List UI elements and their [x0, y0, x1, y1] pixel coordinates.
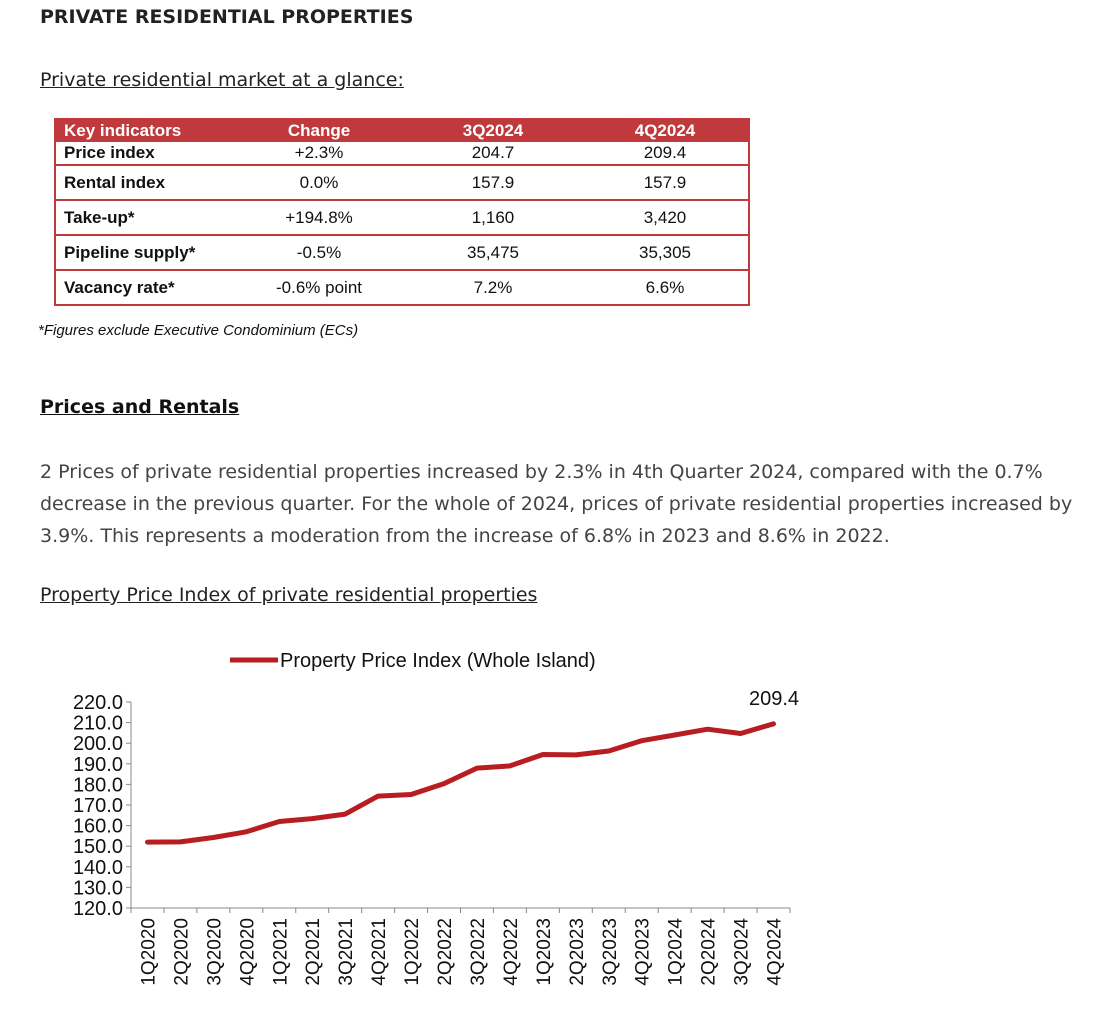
q3-cell: 157.9 [404, 165, 582, 201]
x-tick-label: 2Q2022 [435, 918, 456, 986]
data-point [409, 792, 414, 797]
q4-cell: 6.6% [582, 270, 749, 306]
data-point [705, 727, 710, 732]
x-tick-label: 4Q2022 [501, 918, 522, 986]
header-change: Change [234, 119, 404, 142]
q4-cell: 157.9 [582, 165, 749, 201]
end-value-label: 209.4 [749, 688, 799, 710]
x-tick-label: 3Q2024 [732, 918, 753, 986]
x-tick-label: 3Q2023 [600, 918, 621, 986]
x-tick-label: 4Q2020 [237, 918, 258, 986]
q3-cell: 7.2% [404, 270, 582, 306]
table-row: Take-up* +194.8% 1,160 3,420 [55, 200, 749, 236]
market-glance-title: Private residential market at a glance: [40, 69, 404, 91]
data-point [672, 732, 677, 737]
data-point [540, 752, 545, 757]
x-tick-label: 4Q2021 [369, 918, 390, 986]
series-line [145, 721, 776, 845]
data-point [507, 763, 512, 768]
page-heading: PRIVATE RESIDENTIAL PROPERTIES [40, 6, 414, 28]
q3-cell: 204.7 [404, 142, 582, 166]
y-axis: 220.0210.0200.0190.0180.0170.0160.0150.0… [73, 692, 132, 920]
q4-cell: 3,420 [582, 200, 749, 236]
y-tick-label: 120.0 [73, 898, 123, 920]
change-cell: -0.6% point [234, 270, 404, 306]
y-tick-label: 210.0 [73, 713, 123, 735]
data-point [738, 731, 743, 736]
y-tick-label: 160.0 [73, 816, 123, 838]
data-point [178, 839, 183, 844]
indicator-cell: Take-up* [55, 200, 234, 236]
x-tick-label: 1Q2024 [666, 918, 687, 986]
table-row: Price index +2.3% 204.7 209.4 [55, 142, 749, 166]
x-axis: 1Q2020 2Q2020 3Q2020 4Q2020 1Q2021 2Q2021 3Q20… [130, 907, 791, 986]
x-tick-label: 2Q2020 [171, 918, 192, 986]
header-4q2024: 4Q2024 [582, 119, 749, 142]
chart-heading: Property Price Index of private resident… [40, 584, 538, 606]
table-row: Rental index 0.0% 157.9 157.9 [55, 165, 749, 201]
body-paragraph: 2 Prices of private residential properti… [40, 461, 1073, 547]
change-cell: +194.8% [234, 200, 404, 236]
x-tick-label: 2Q2021 [303, 918, 324, 986]
q3-cell: 35,475 [404, 235, 582, 271]
y-tick-label: 150.0 [73, 836, 123, 858]
indicator-cell: Pipeline supply* [55, 235, 234, 271]
y-tick-label: 220.0 [73, 692, 123, 714]
chart-legend: Property Price Index (Whole Island) [230, 650, 596, 672]
data-point [211, 835, 216, 840]
data-point [771, 721, 776, 726]
x-tick-label: 1Q2022 [402, 918, 423, 986]
indicator-cell: Vacancy rate* [55, 270, 234, 306]
data-point [474, 766, 479, 771]
x-tick-label: 1Q2020 [138, 918, 159, 986]
y-tick-label: 140.0 [73, 857, 123, 879]
indicator-cell: Price index [55, 142, 234, 166]
data-point [442, 781, 447, 786]
data-point [310, 816, 315, 821]
x-tick-label: 3Q2022 [468, 918, 489, 986]
y-tick-label: 190.0 [73, 754, 123, 776]
data-point [376, 794, 381, 799]
data-point [573, 752, 578, 757]
x-tick-label: 2Q2024 [699, 918, 720, 986]
legend-label: Property Price Index (Whole Island) [280, 650, 596, 672]
change-cell: 0.0% [234, 165, 404, 201]
data-point [606, 749, 611, 754]
key-indicators-table: Key indicators Change 3Q2024 4Q2024 Pric… [54, 118, 750, 306]
table-row: Pipeline supply* -0.5% 35,475 35,305 [55, 235, 749, 271]
data-point [639, 738, 644, 743]
x-tick-label: 1Q2021 [270, 918, 291, 986]
indicator-cell: Rental index [55, 165, 234, 201]
change-cell: -0.5% [234, 235, 404, 271]
y-tick-label: 200.0 [73, 733, 123, 755]
q3-cell: 1,160 [404, 200, 582, 236]
q4-cell: 209.4 [582, 142, 749, 166]
x-tick-label: 3Q2020 [204, 918, 225, 986]
header-3q2024: 3Q2024 [404, 119, 582, 142]
data-point [343, 812, 348, 817]
table-header-row: Key indicators Change 3Q2024 4Q2024 [55, 119, 749, 142]
y-tick-label: 170.0 [73, 795, 123, 817]
x-tick-label: 4Q2023 [633, 918, 654, 986]
change-cell: +2.3% [234, 142, 404, 166]
x-tick-label: 3Q2021 [336, 918, 357, 986]
table-row: Vacancy rate* -0.6% point 7.2% 6.6% [55, 270, 749, 306]
y-tick-label: 180.0 [73, 774, 123, 796]
data-point [145, 840, 150, 845]
q4-cell: 35,305 [582, 235, 749, 271]
section-title: Prices and Rentals [40, 396, 240, 418]
x-tick-label: 2Q2023 [567, 918, 588, 986]
price-index-chart: Property Price Index (Whole Island) 220.… [73, 650, 799, 986]
series-layer [145, 721, 776, 845]
header-key-indicators: Key indicators [55, 119, 234, 142]
data-point [244, 829, 249, 834]
data-point [277, 819, 282, 824]
y-tick-label: 130.0 [73, 877, 123, 899]
table-footnote: *Figures exclude Executive Condominium (… [38, 322, 359, 339]
x-tick-label: 1Q2023 [534, 918, 555, 986]
x-tick-label: 4Q2024 [765, 918, 786, 986]
